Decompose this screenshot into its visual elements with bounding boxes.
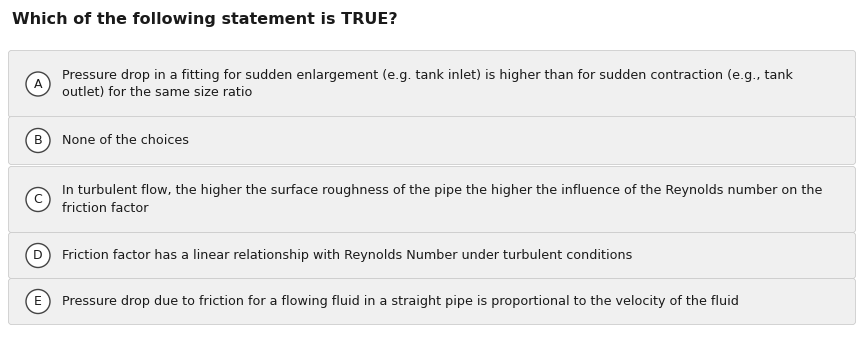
Ellipse shape [26,72,50,96]
FancyBboxPatch shape [9,233,855,278]
Text: C: C [34,193,42,206]
Ellipse shape [26,289,50,313]
Text: In turbulent flow, the higher the surface roughness of the pipe the higher the i: In turbulent flow, the higher the surfac… [62,184,823,215]
Text: None of the choices: None of the choices [62,134,189,147]
Text: Which of the following statement is TRUE?: Which of the following statement is TRUE… [12,12,397,27]
Text: A: A [34,78,42,91]
Text: E: E [34,295,42,308]
Ellipse shape [26,244,50,268]
Ellipse shape [26,187,50,212]
Ellipse shape [26,128,50,153]
FancyBboxPatch shape [9,51,855,118]
Text: Pressure drop due to friction for a flowing fluid in a straight pipe is proporti: Pressure drop due to friction for a flow… [62,295,739,308]
Text: D: D [33,249,43,262]
Text: B: B [34,134,42,147]
Text: Friction factor has a linear relationship with Reynolds Number under turbulent c: Friction factor has a linear relationshi… [62,249,632,262]
FancyBboxPatch shape [9,117,855,164]
Text: Pressure drop in a fitting for sudden enlargement (e.g. tank inlet) is higher th: Pressure drop in a fitting for sudden en… [62,69,793,99]
FancyBboxPatch shape [9,278,855,325]
FancyBboxPatch shape [9,166,855,233]
